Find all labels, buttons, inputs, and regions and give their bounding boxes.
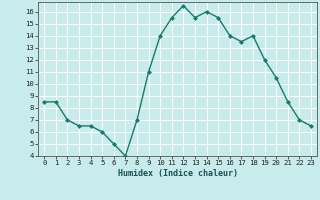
X-axis label: Humidex (Indice chaleur): Humidex (Indice chaleur) [118,169,238,178]
